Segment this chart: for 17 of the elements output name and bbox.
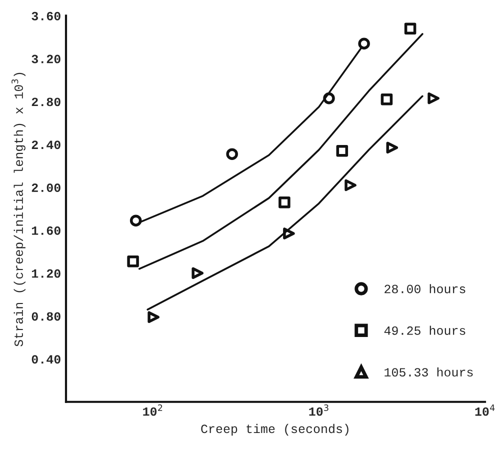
- x-tick-label: 10$^{3}$: [309, 404, 328, 416]
- x-tick-label: 10$^{4}$: [475, 404, 495, 416]
- y-axis-title: Strain ((creep/initial length) x 10$^{3}$): [12, 72, 26, 346]
- y-tick-label: 1.60: [32, 226, 60, 235]
- x-axis-title: Creep time (seconds): [201, 424, 348, 436]
- x-tick-label: 10$^{2}$: [143, 404, 162, 416]
- legend-label: 49.25 hours: [384, 326, 466, 335]
- y-tick-label: 2.80: [32, 98, 60, 106]
- y-tick-label: 3.60: [32, 12, 60, 20]
- y-tick-label: 1.20: [32, 269, 60, 278]
- legend-label: 105.33 hours: [384, 367, 473, 377]
- y-tick-label: 3.20: [32, 54, 60, 64]
- y-tick-label: 0.40: [32, 355, 60, 364]
- y-tick-label: 0.80: [32, 312, 60, 321]
- legend-label: 28.00 hours: [384, 284, 466, 294]
- y-tick-label: 2.40: [32, 140, 60, 150]
- y-tick-label: 2.00: [32, 184, 60, 192]
